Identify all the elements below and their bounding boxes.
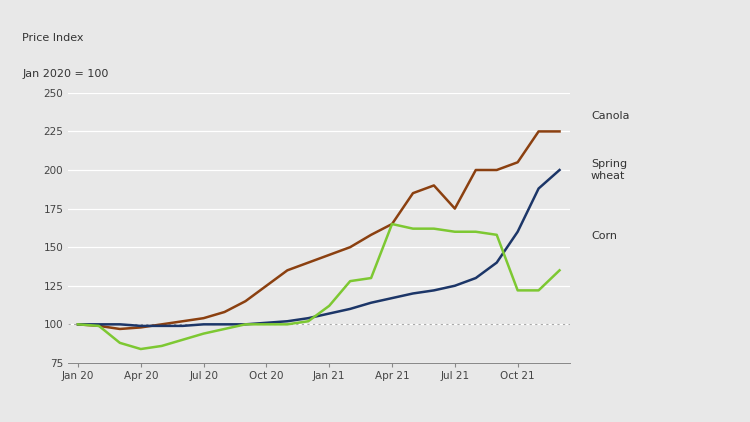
Text: Spring
wheat: Spring wheat	[591, 159, 627, 181]
Text: Canola: Canola	[591, 111, 629, 121]
Text: Corn: Corn	[591, 231, 617, 241]
Text: Price Index: Price Index	[22, 33, 84, 43]
Text: Jan 2020 = 100: Jan 2020 = 100	[22, 68, 109, 78]
